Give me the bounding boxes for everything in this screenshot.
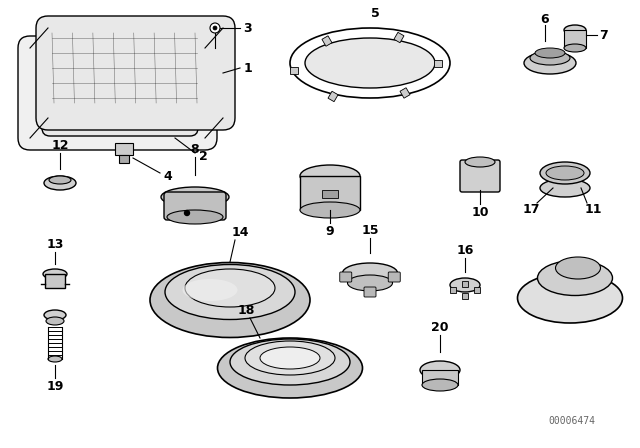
Bar — [45, 274, 65, 288]
Bar — [322, 36, 332, 46]
Ellipse shape — [230, 339, 350, 385]
FancyBboxPatch shape — [364, 287, 376, 297]
Bar — [422, 370, 458, 385]
Bar — [462, 293, 468, 299]
Ellipse shape — [546, 166, 584, 180]
Ellipse shape — [290, 28, 450, 98]
Bar — [119, 155, 129, 163]
Circle shape — [184, 211, 189, 215]
Bar — [462, 281, 468, 287]
Bar — [300, 176, 360, 210]
Ellipse shape — [420, 361, 460, 379]
Bar — [434, 60, 442, 67]
Text: 15: 15 — [361, 224, 379, 237]
FancyBboxPatch shape — [42, 50, 198, 136]
Ellipse shape — [564, 44, 586, 52]
FancyBboxPatch shape — [388, 272, 400, 282]
Ellipse shape — [48, 356, 62, 362]
Ellipse shape — [518, 273, 623, 323]
Ellipse shape — [161, 187, 229, 207]
Text: 19: 19 — [46, 379, 64, 392]
Ellipse shape — [150, 263, 310, 337]
Text: 6: 6 — [541, 13, 549, 26]
Ellipse shape — [300, 165, 360, 187]
Text: 16: 16 — [456, 244, 474, 257]
Circle shape — [213, 26, 217, 30]
Ellipse shape — [44, 176, 76, 190]
Ellipse shape — [465, 157, 495, 167]
Ellipse shape — [49, 176, 71, 184]
Text: 4: 4 — [164, 169, 172, 182]
Ellipse shape — [182, 279, 237, 301]
Ellipse shape — [556, 257, 600, 279]
Text: 13: 13 — [46, 237, 64, 250]
Bar — [115, 143, 133, 155]
Ellipse shape — [44, 310, 66, 320]
Text: 7: 7 — [598, 29, 607, 42]
Ellipse shape — [185, 269, 275, 307]
Text: 10: 10 — [471, 206, 489, 219]
Ellipse shape — [245, 341, 335, 375]
Ellipse shape — [260, 347, 320, 369]
Ellipse shape — [165, 264, 295, 319]
Text: 3: 3 — [244, 22, 252, 34]
Ellipse shape — [540, 162, 590, 184]
Text: 8: 8 — [191, 142, 199, 155]
Ellipse shape — [540, 179, 590, 197]
Bar — [474, 287, 480, 293]
Ellipse shape — [342, 263, 397, 283]
FancyBboxPatch shape — [340, 272, 352, 282]
Text: 12: 12 — [51, 138, 68, 151]
Text: 2: 2 — [198, 150, 207, 163]
Ellipse shape — [422, 379, 458, 391]
Ellipse shape — [348, 275, 392, 291]
Ellipse shape — [43, 269, 67, 279]
Bar — [328, 91, 338, 102]
Text: 11: 11 — [584, 202, 602, 215]
Bar — [394, 32, 404, 43]
Ellipse shape — [535, 48, 565, 58]
Ellipse shape — [305, 38, 435, 88]
Ellipse shape — [218, 338, 362, 398]
Bar — [400, 88, 410, 98]
Circle shape — [210, 23, 220, 33]
Ellipse shape — [450, 278, 480, 292]
Bar — [290, 67, 298, 74]
Ellipse shape — [564, 25, 586, 35]
FancyBboxPatch shape — [164, 192, 226, 220]
Bar — [322, 190, 338, 198]
Ellipse shape — [538, 260, 612, 296]
FancyBboxPatch shape — [36, 16, 235, 130]
Ellipse shape — [46, 317, 64, 325]
FancyBboxPatch shape — [460, 160, 500, 192]
FancyBboxPatch shape — [18, 36, 217, 150]
Ellipse shape — [300, 202, 360, 218]
Text: 5: 5 — [371, 7, 380, 20]
Bar — [564, 30, 586, 48]
Ellipse shape — [530, 51, 570, 65]
Text: 20: 20 — [431, 320, 449, 333]
Bar — [450, 287, 456, 293]
Text: 1: 1 — [244, 61, 252, 74]
Ellipse shape — [167, 210, 223, 224]
Text: 14: 14 — [231, 225, 249, 238]
Text: 18: 18 — [237, 303, 255, 316]
Text: 9: 9 — [326, 224, 334, 237]
Ellipse shape — [524, 52, 576, 74]
Text: 00006474: 00006474 — [548, 416, 595, 426]
Text: 17: 17 — [522, 202, 540, 215]
